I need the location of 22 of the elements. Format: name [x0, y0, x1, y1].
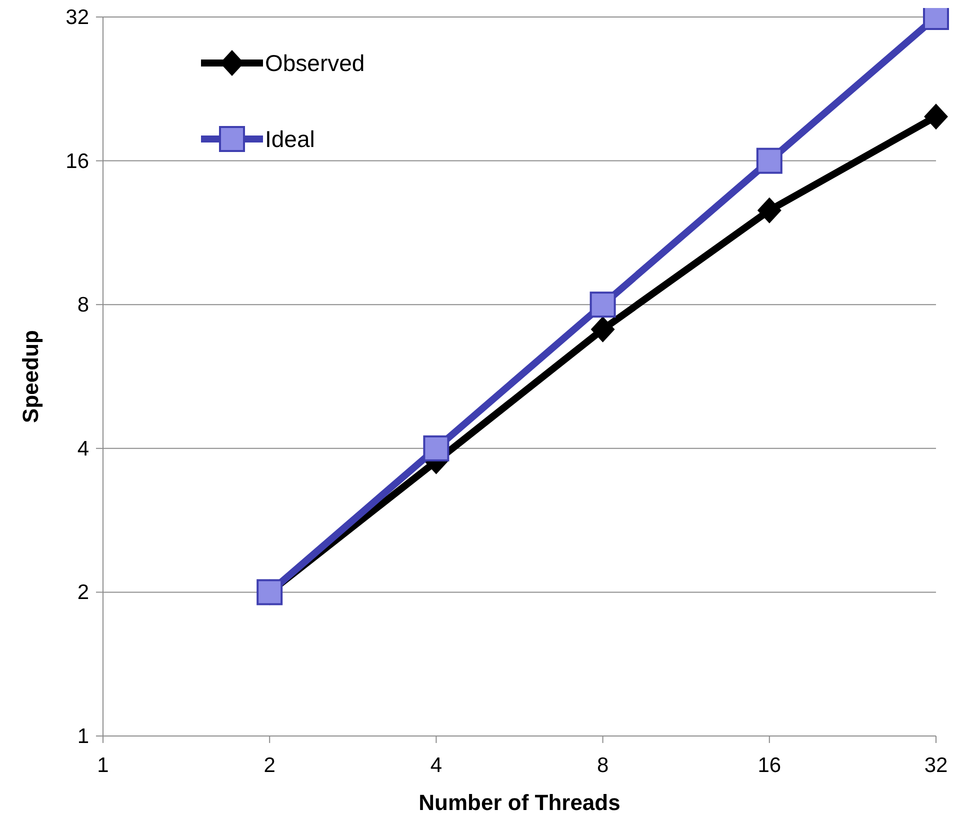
y-tick-label: 1: [77, 725, 89, 748]
y-tick-label: 4: [77, 437, 90, 460]
point: [924, 104, 948, 130]
point: [756, 148, 782, 174]
point: [590, 316, 615, 342]
y-tick-label: 8: [77, 294, 89, 317]
point: [423, 435, 450, 462]
legend-label: Ideal: [265, 126, 315, 152]
x-tick-label: 2: [264, 754, 276, 777]
x-tick-label: 32: [924, 754, 948, 777]
x-tick-label: 16: [758, 754, 782, 777]
x-axis-title: Number of Threads: [418, 790, 620, 815]
point: [590, 292, 616, 318]
y-tick-label: 32: [66, 6, 89, 29]
x-tick-label: 8: [596, 754, 609, 777]
x-tick-label: 1: [97, 754, 109, 777]
y-axis-title: Speedup: [18, 330, 43, 423]
x-tick-label: 4: [430, 754, 442, 777]
point: [757, 197, 782, 224]
legend-label: Observed: [265, 50, 365, 76]
y-tick-label: 16: [66, 150, 89, 173]
y-tick-label: 2: [77, 581, 89, 604]
